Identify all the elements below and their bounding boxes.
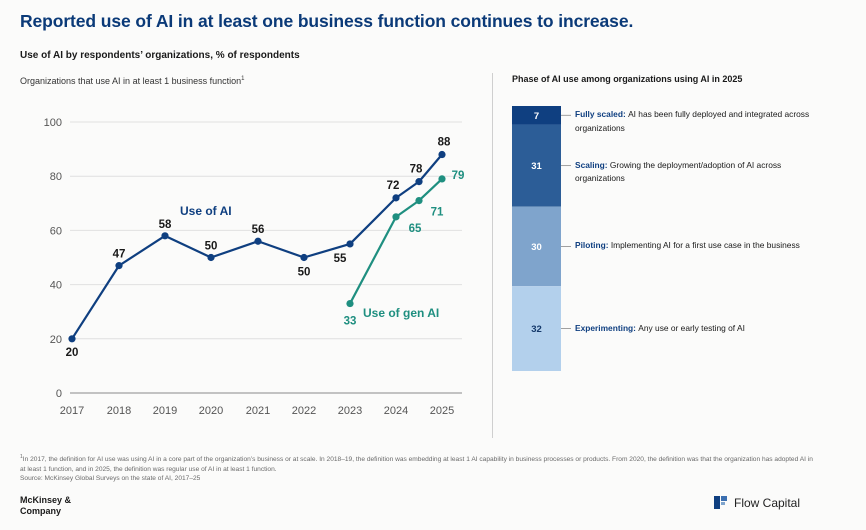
segment-description-text: Any use or early testing of AI bbox=[638, 322, 745, 333]
data-label: 79 bbox=[452, 170, 465, 182]
segment-description-text: AI has been fully deployed and integrate… bbox=[575, 109, 810, 133]
x-tick-label: 2025 bbox=[430, 405, 454, 417]
x-tick-label: 2017 bbox=[60, 405, 84, 417]
segment-description: Experimenting: Any use or early testing … bbox=[575, 322, 745, 333]
data-label: 50 bbox=[298, 267, 311, 279]
data-label: 50 bbox=[205, 241, 218, 253]
segment-label: Piloting: bbox=[575, 240, 611, 251]
panel-divider bbox=[492, 73, 493, 438]
series-label: Use of AI bbox=[180, 204, 232, 218]
data-point bbox=[300, 253, 308, 262]
x-tick-label: 2022 bbox=[292, 405, 316, 417]
data-point bbox=[115, 262, 123, 270]
data-label: 78 bbox=[410, 164, 423, 176]
x-tick-label: 2020 bbox=[199, 405, 223, 417]
flow-capital-text: Flow Capital bbox=[734, 495, 801, 510]
data-point bbox=[392, 194, 400, 202]
stacked-bar-title: Phase of AI use among organizations usin… bbox=[512, 74, 743, 84]
data-label: 33 bbox=[344, 316, 357, 328]
data-label: 71 bbox=[431, 207, 444, 219]
data-label: 20 bbox=[66, 347, 79, 359]
data-label: 55 bbox=[334, 253, 347, 265]
y-tick-label: 0 bbox=[56, 388, 62, 400]
y-tick-label: 60 bbox=[50, 225, 62, 237]
segment-description: Piloting: Implementing AI for a first us… bbox=[575, 240, 800, 251]
x-tick-label: 2023 bbox=[338, 405, 362, 417]
footnote: 1In 2017, the definition for AI use was … bbox=[20, 453, 820, 484]
x-tick-label: 2018 bbox=[107, 405, 131, 417]
segment-description-text: Implementing AI for a first use case in … bbox=[610, 240, 800, 251]
data-point bbox=[438, 150, 446, 159]
flow-capital-logo-icon bbox=[714, 496, 727, 509]
x-tick-label: 2024 bbox=[384, 405, 408, 417]
data-label: 56 bbox=[252, 224, 265, 236]
series-label: Use of gen AI bbox=[363, 306, 439, 320]
page-title: Reported use of AI in at least one busin… bbox=[20, 11, 634, 31]
data-label: 47 bbox=[113, 249, 126, 261]
stacked-bar-segment bbox=[512, 206, 561, 287]
x-tick-label: 2021 bbox=[246, 405, 270, 417]
data-point bbox=[161, 232, 169, 240]
data-label: 88 bbox=[438, 137, 451, 149]
y-tick-label: 100 bbox=[44, 117, 62, 129]
data-point bbox=[346, 299, 354, 308]
data-point bbox=[415, 178, 423, 186]
data-point bbox=[415, 196, 423, 205]
chart-subtitle: Use of AI by respondents’ organizations,… bbox=[20, 50, 300, 61]
stacked-bar-segment bbox=[512, 124, 561, 207]
data-point bbox=[392, 213, 400, 221]
mckinsey-logo: McKinsey & Company bbox=[20, 495, 72, 516]
stacked-bar-segment bbox=[512, 286, 561, 371]
segment-label: Scaling: bbox=[575, 159, 610, 170]
segment-value-label: 7 bbox=[534, 111, 539, 122]
line-chart-title: Organizations that use AI in at least 1 … bbox=[20, 76, 245, 86]
segment-value-label: 31 bbox=[531, 161, 542, 172]
series-line bbox=[71, 153, 443, 340]
x-tick-label: 2019 bbox=[153, 405, 177, 417]
source-note: Source: McKinsey Global Surveys on the s… bbox=[20, 475, 201, 483]
data-point bbox=[346, 240, 354, 248]
segment-description: Fully scaled: AI has been fully deployed… bbox=[575, 109, 810, 133]
segment-label: Experimenting: bbox=[575, 322, 639, 333]
data-point bbox=[254, 237, 262, 245]
data-point bbox=[438, 175, 446, 183]
series-line bbox=[349, 178, 443, 305]
y-tick-label: 20 bbox=[50, 334, 62, 346]
segment-description: Scaling: Growing the deployment/adoption… bbox=[575, 159, 782, 184]
y-tick-label: 40 bbox=[50, 280, 62, 292]
data-label: 65 bbox=[409, 223, 422, 235]
segment-label: Fully scaled: bbox=[575, 109, 629, 120]
stacked-bar-segment bbox=[512, 106, 561, 125]
data-point bbox=[207, 253, 215, 262]
data-label: 58 bbox=[159, 219, 172, 231]
segment-description-text: Growing the deployment/adoption of AI ac… bbox=[575, 159, 782, 184]
segment-value-label: 32 bbox=[531, 324, 542, 335]
segment-value-label: 30 bbox=[531, 242, 542, 253]
data-point bbox=[68, 335, 76, 343]
data-label: 72 bbox=[387, 180, 400, 192]
flow-capital-logo: Flow Capital bbox=[714, 495, 800, 510]
y-tick-label: 80 bbox=[50, 171, 62, 183]
